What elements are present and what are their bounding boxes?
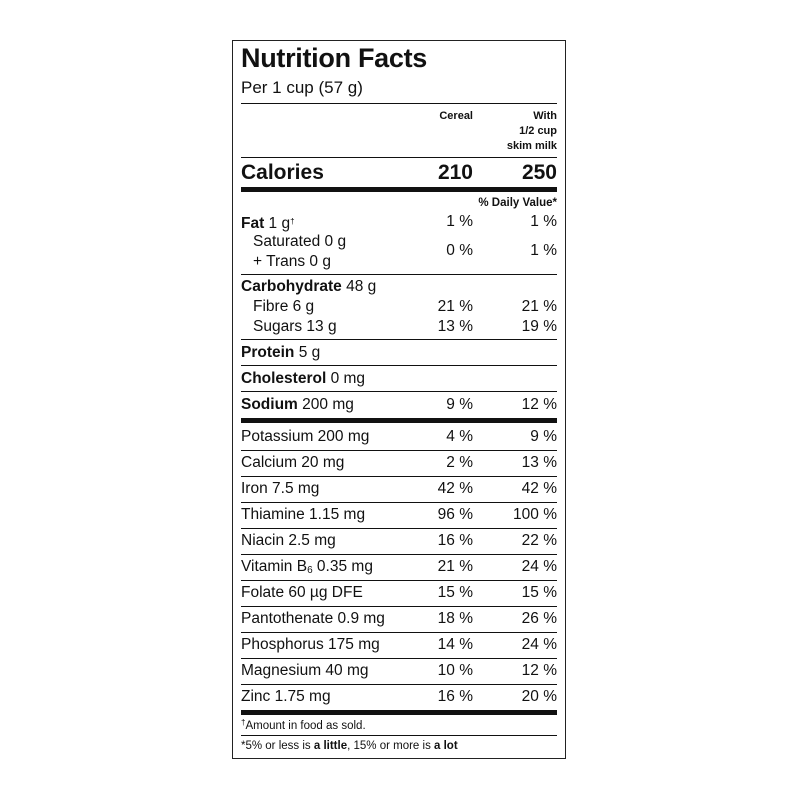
nutrition-facts-label: Nutrition Facts Per 1 cup (57 g) Cereal …: [232, 40, 566, 759]
value-milk: 15 %: [521, 584, 557, 601]
serving-size: Per 1 cup (57 g): [241, 78, 363, 97]
nutrient-name: Magnesium 40 mg: [241, 662, 369, 679]
divider: [241, 450, 557, 451]
value-cereal: 16 %: [437, 688, 473, 705]
column-cereal-label: Cereal: [439, 110, 473, 122]
value-cereal: 18 %: [437, 610, 473, 627]
calories-cereal: 210: [437, 161, 473, 184]
value-cereal: 16 %: [437, 532, 473, 549]
value-milk: 12 %: [521, 396, 557, 413]
footnote-amount: †Amount in food as sold.: [241, 718, 366, 732]
label-title: Nutrition Facts: [241, 43, 428, 73]
value-cereal: 0 %: [446, 242, 473, 259]
nutrient-name: Sugars 13 g: [253, 318, 337, 335]
value-cereal: 14 %: [437, 636, 473, 653]
value-cereal: 15 %: [437, 584, 473, 601]
nutrient-name: Folate 60 µg DFE: [241, 584, 363, 601]
value-milk: 1 %: [530, 242, 557, 259]
value-milk: 12 %: [521, 662, 557, 679]
nutrient-name: Pantothenate 0.9 mg: [241, 610, 385, 627]
nutrient-name: Calcium 20 mg: [241, 454, 345, 471]
value-milk: 19 %: [521, 318, 557, 335]
divider: [241, 606, 557, 607]
nutrient-name: Phosphorus 175 mg: [241, 636, 380, 653]
divider: [241, 580, 557, 581]
value-cereal: 21 %: [437, 558, 473, 575]
divider: [241, 658, 557, 659]
nutrient-name: Thiamine 1.15 mg: [241, 506, 366, 523]
divider: [241, 365, 557, 366]
nutrient-name: Carbohydrate 48 g: [241, 278, 377, 295]
nutrient-name: Niacin 2.5 mg: [241, 532, 336, 549]
nutrient-name: Fibre 6 g: [253, 298, 315, 315]
value-cereal: 42 %: [437, 480, 473, 497]
value-milk: 20 %: [521, 688, 557, 705]
divider: [241, 502, 557, 503]
nutrient-name: Zinc 1.75 mg: [241, 688, 331, 705]
divider: [241, 339, 557, 340]
value-cereal: 2 %: [446, 454, 473, 471]
thick-divider: [241, 418, 557, 423]
footnote-daily-value: *5% or less is a little, 15% or more is …: [241, 740, 458, 752]
nutrient-name: Vitamin B6 0.35 mg: [241, 558, 373, 576]
column-header-cereal: Cereal: [439, 109, 473, 124]
divider: [241, 554, 557, 555]
value-milk: 22 %: [521, 532, 557, 549]
nutrient-name: Iron 7.5 mg: [241, 480, 320, 497]
value-cereal: 10 %: [437, 662, 473, 679]
divider: [241, 274, 557, 275]
thick-divider: [241, 187, 557, 192]
nutrient-name: Cholesterol 0 mg: [241, 370, 366, 387]
nutrient-name: + Trans 0 g: [253, 253, 331, 270]
nutrient-name: Sodium 200 mg: [241, 396, 354, 413]
thick-divider: [241, 710, 557, 715]
value-cereal: 1 %: [446, 213, 473, 230]
value-cereal: 9 %: [446, 396, 473, 413]
calories-milk: 250: [521, 161, 557, 184]
divider: [241, 528, 557, 529]
value-milk: 13 %: [521, 454, 557, 471]
value-milk: 24 %: [521, 636, 557, 653]
column-milk-line1: With: [533, 110, 557, 122]
nutrient-name: Saturated 0 g: [253, 233, 347, 250]
divider: [241, 684, 557, 685]
column-milk-line2: 1/2 cup: [519, 125, 557, 137]
label-content: Nutrition Facts Per 1 cup (57 g) Cereal …: [241, 41, 557, 758]
value-milk: 26 %: [521, 610, 557, 627]
value-milk: 9 %: [530, 428, 557, 445]
nutrient-name: Protein 5 g: [241, 344, 321, 361]
calories-label: Calories: [241, 161, 324, 184]
nutrient-name: Potassium 200 mg: [241, 428, 370, 445]
value-cereal: 13 %: [437, 318, 473, 335]
value-milk: 24 %: [521, 558, 557, 575]
divider: [241, 735, 557, 736]
divider: [241, 157, 557, 158]
nutrient-name: Fat 1 g†: [241, 215, 295, 232]
column-milk-line3: skim milk: [506, 140, 557, 152]
divider: [241, 391, 557, 392]
value-cereal: 96 %: [437, 506, 473, 523]
value-milk: 21 %: [521, 298, 557, 315]
value-milk: 1 %: [530, 213, 557, 230]
divider: [241, 103, 557, 104]
daily-value-header: % Daily Value*: [478, 197, 557, 209]
value-cereal: 21 %: [437, 298, 473, 315]
divider: [241, 476, 557, 477]
value-milk: 100 %: [513, 506, 557, 523]
value-cereal: 4 %: [446, 428, 473, 445]
column-header-milk: With 1/2 cup skim milk: [507, 109, 557, 154]
value-milk: 42 %: [521, 480, 557, 497]
divider: [241, 632, 557, 633]
